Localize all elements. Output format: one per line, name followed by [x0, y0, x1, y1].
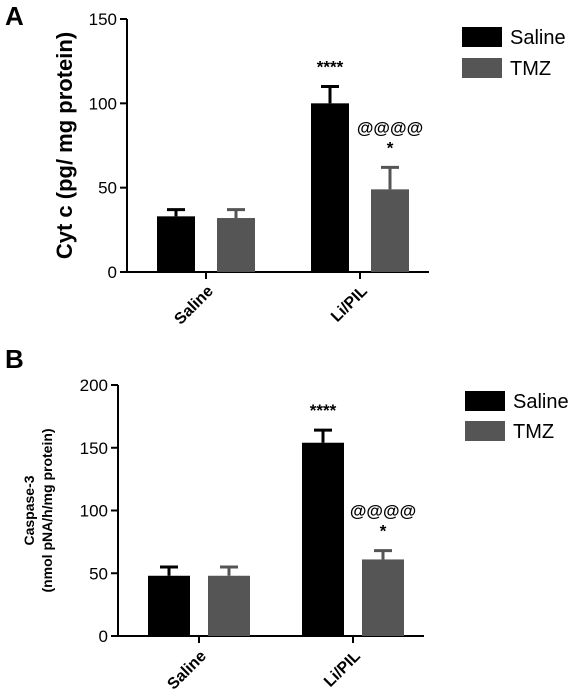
legend-swatch: [462, 27, 502, 47]
y-tick-label: 100: [89, 94, 117, 113]
y-tick-label: 0: [99, 627, 108, 646]
legend-swatch: [462, 58, 502, 78]
legend-swatch: [465, 391, 505, 411]
y-axis-label-line: (nmol pNA/h/mg protein): [39, 428, 55, 592]
bar: [371, 189, 409, 272]
panel-letter: B: [5, 344, 24, 374]
legend-label: Saline: [513, 391, 568, 413]
bar: [148, 575, 190, 636]
y-tick-label: 100: [80, 502, 108, 521]
panel-a: A 0 50 100 150 Cyt c (pg/ mg protein) Saline Li…: [5, 1, 566, 328]
bar: [302, 442, 344, 636]
y-tick-label: 50: [98, 179, 117, 198]
bar: [311, 103, 349, 272]
x-tick-label: Saline: [164, 648, 209, 693]
panel-b: B 0 50 100 150 200 Caspase-3 (nmol pNA/h/mg pro…: [5, 344, 568, 693]
y-tick-label: 150: [80, 439, 108, 458]
y-tick-label: 150: [89, 10, 117, 29]
legend-label: TMZ: [510, 58, 551, 80]
x-tick-label: Saline: [171, 283, 216, 328]
significance-label: @@@@: [357, 118, 423, 137]
y-tick-label: 0: [108, 263, 117, 282]
panel-letter: A: [5, 1, 24, 31]
significance-label: *: [387, 138, 394, 157]
x-tick-label: Li/PIL: [321, 648, 364, 691]
bar: [217, 218, 255, 272]
y-tick-label: 50: [89, 564, 108, 583]
bar: [157, 216, 195, 272]
legend-label: Saline: [510, 27, 566, 49]
legend-label: TMZ: [513, 421, 554, 443]
bar: [208, 575, 250, 636]
y-axis-label: Cyt c (pg/ mg protein): [52, 32, 77, 259]
significance-label: @@@@: [350, 502, 416, 521]
significance-label: ****: [317, 57, 344, 76]
x-tick-label: Li/PIL: [328, 283, 371, 326]
y-axis-label-line: Caspase-3: [21, 475, 37, 545]
y-tick-label: 200: [80, 376, 108, 395]
significance-label: ****: [310, 401, 337, 420]
legend-swatch: [465, 421, 505, 441]
significance-label: *: [380, 522, 387, 541]
bar: [362, 559, 404, 636]
